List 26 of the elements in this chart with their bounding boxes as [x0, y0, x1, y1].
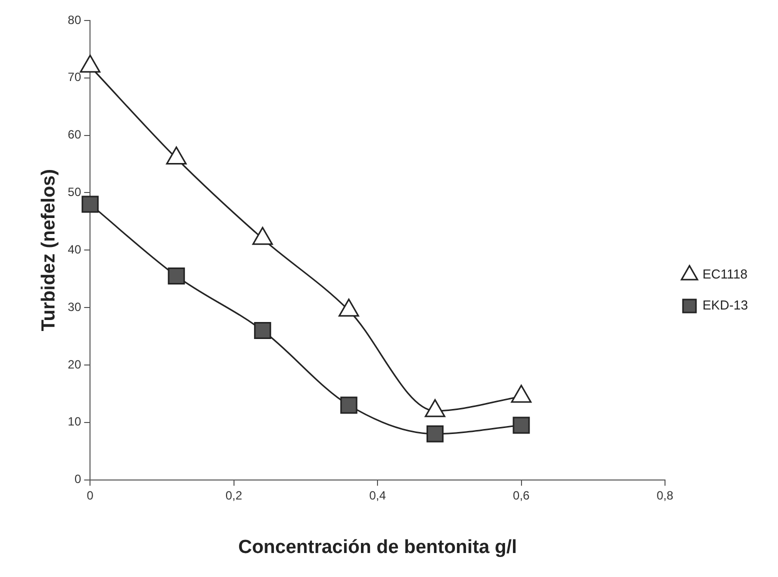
point	[340, 396, 358, 414]
x-tick-label: 0,8	[656, 488, 674, 502]
y-axis-title: Turbidez (nefelos)	[38, 169, 60, 332]
point	[512, 416, 530, 434]
x-tick-label: 0	[86, 488, 94, 502]
x-tick-label: 0,4	[369, 488, 386, 502]
y-tick-label: 10	[68, 414, 82, 429]
y-tick-label: 20	[68, 357, 82, 372]
point	[426, 425, 444, 442]
y-tick-label: 60	[68, 128, 82, 142]
point	[252, 226, 273, 245]
y-tick-label: 50	[68, 185, 82, 200]
legend-label: EKD-13	[702, 298, 748, 313]
x-tick-label: 0,2	[226, 488, 243, 502]
legend-label: EC1118	[702, 266, 748, 282]
point	[80, 54, 100, 73]
y-tick-label: 0	[74, 472, 82, 486]
point	[168, 267, 185, 285]
y-tick-label: 70	[68, 70, 82, 84]
point	[166, 146, 187, 165]
x-axis-title: Concentración de bentonita g/l	[238, 536, 517, 558]
point	[254, 322, 272, 340]
y-tick-label: 80	[68, 12, 82, 27]
y-tick-label: 30	[68, 300, 82, 314]
y-tick-label: 40	[68, 242, 82, 256]
x-tick-label: 0,6	[512, 488, 530, 502]
